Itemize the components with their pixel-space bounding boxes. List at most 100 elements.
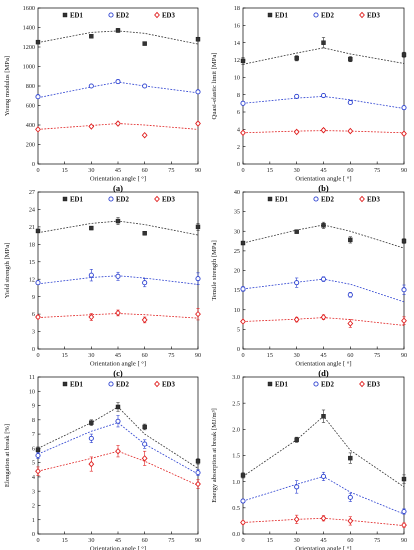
- y-tick-label: 7: [32, 431, 35, 438]
- data-point: [293, 516, 300, 523]
- data-point: [240, 129, 246, 137]
- y-tick-label: 2.5: [232, 400, 240, 407]
- data-point: [240, 58, 246, 64]
- legend-label: ED3: [367, 196, 380, 203]
- legend-label: ED3: [162, 381, 175, 388]
- panel-label: (a): [113, 183, 123, 193]
- data-point: [401, 287, 407, 293]
- data-point: [195, 224, 201, 230]
- x-tick-label: 15: [267, 352, 273, 359]
- panel-label: (c): [113, 368, 123, 378]
- series-group: [35, 28, 201, 46]
- data-point: [115, 404, 121, 410]
- y-tick-label: 0: [32, 531, 35, 538]
- data-point: [115, 447, 121, 455]
- data-point: [293, 316, 300, 323]
- data-point: [195, 37, 201, 42]
- data-point: [320, 313, 327, 321]
- legend-marker: [313, 196, 319, 202]
- trend-line: [242, 47, 405, 65]
- x-tick-label: 45: [320, 352, 326, 359]
- x-tick-label: 90: [195, 537, 201, 544]
- data-point: [88, 83, 94, 89]
- y-tick-label: 0: [32, 161, 35, 168]
- x-axis-label: Orientation angle [ °]: [295, 546, 351, 550]
- chart-panel: 0 15 30 45 60 75 90 0 5 10 15 20 25 30 35 40 Orientation…: [211, 189, 407, 378]
- x-tick-label: 60: [347, 352, 353, 359]
- x-tick-label: 30: [294, 352, 300, 359]
- x-axis-label: Orientation angle [ °]: [90, 176, 146, 183]
- data-point: [142, 41, 147, 46]
- panel-label: (b): [318, 183, 329, 193]
- data-point: [401, 105, 407, 111]
- legend-label: ED1: [275, 381, 288, 388]
- x-tick-label: 90: [401, 352, 407, 359]
- data-point: [88, 272, 94, 278]
- data-point: [401, 317, 407, 325]
- panel-label: (d): [318, 368, 329, 378]
- data-point: [294, 437, 299, 442]
- x-tick-label: 90: [401, 167, 407, 174]
- y-tick-label: 6: [237, 109, 240, 116]
- legend-marker: [154, 195, 160, 203]
- chart-panel: 0 15 30 45 60 75 90 0.0 0.5 1.0 1.5 2.0 2.5 3.0 Orient…: [211, 374, 407, 550]
- y-tick-label: 4: [237, 126, 240, 133]
- data-point: [347, 99, 353, 106]
- x-axis-label: Orientation angle [ °]: [295, 176, 351, 183]
- data-point: [240, 286, 246, 292]
- y-tick-label: 1600: [23, 5, 35, 12]
- data-point: [401, 130, 407, 137]
- y-tick-label: 1.5: [232, 453, 240, 460]
- x-tick-label: 60: [347, 167, 353, 174]
- data-point: [142, 280, 148, 286]
- data-point: [240, 318, 246, 325]
- data-point: [35, 126, 41, 133]
- trend-line: [242, 278, 405, 303]
- series-group: [35, 415, 201, 476]
- data-point: [89, 420, 94, 425]
- x-tick-label: 30: [294, 167, 300, 174]
- data-point: [195, 276, 201, 282]
- y-tick-label: 0.5: [232, 505, 240, 512]
- legend-marker: [108, 196, 114, 202]
- trend-line: [242, 224, 405, 249]
- y-tick-label: 1200: [23, 44, 35, 51]
- series-group: [240, 313, 407, 328]
- data-point: [35, 452, 41, 459]
- data-point: [115, 79, 121, 85]
- x-axis-label: Orientation angle [ °]: [90, 361, 146, 368]
- series-group: [35, 217, 201, 236]
- x-tick-label: 90: [195, 167, 201, 174]
- x-tick-label: 75: [168, 167, 174, 174]
- y-tick-label: 30: [234, 228, 240, 235]
- data-point: [88, 460, 95, 468]
- y-tick-label: 20: [234, 268, 240, 275]
- y-axis-label: Energy absorption at break [MJ/m³]: [211, 408, 218, 503]
- data-point: [35, 94, 41, 100]
- legend-marker: [359, 380, 365, 388]
- y-tick-label: 9: [32, 403, 35, 410]
- data-point: [240, 519, 246, 526]
- data-point: [320, 515, 327, 522]
- y-tick-label: 12: [29, 276, 35, 283]
- y-tick-label: 6: [32, 445, 35, 452]
- x-tick-label: 90: [195, 352, 201, 359]
- trend-line: [37, 422, 199, 475]
- data-point: [141, 316, 148, 324]
- x-tick-label: 0: [241, 167, 244, 174]
- y-tick-label: 400: [26, 122, 35, 129]
- y-tick-label: 1400: [23, 25, 35, 32]
- y-tick-label: 5: [32, 460, 35, 467]
- y-tick-label: 8: [237, 92, 240, 99]
- y-tick-label: 0: [237, 161, 240, 168]
- x-tick-label: 15: [62, 352, 68, 359]
- y-tick-label: 1000: [23, 64, 35, 71]
- y-tick-label: 18: [29, 241, 35, 248]
- legend-marker: [62, 196, 68, 202]
- y-tick-label: 11: [29, 374, 35, 381]
- legend-marker: [267, 381, 273, 387]
- trend-line: [242, 95, 405, 109]
- data-point: [401, 52, 407, 57]
- x-axis-label: Orientation angle [ °]: [295, 361, 351, 368]
- x-tick-label: 90: [401, 537, 407, 544]
